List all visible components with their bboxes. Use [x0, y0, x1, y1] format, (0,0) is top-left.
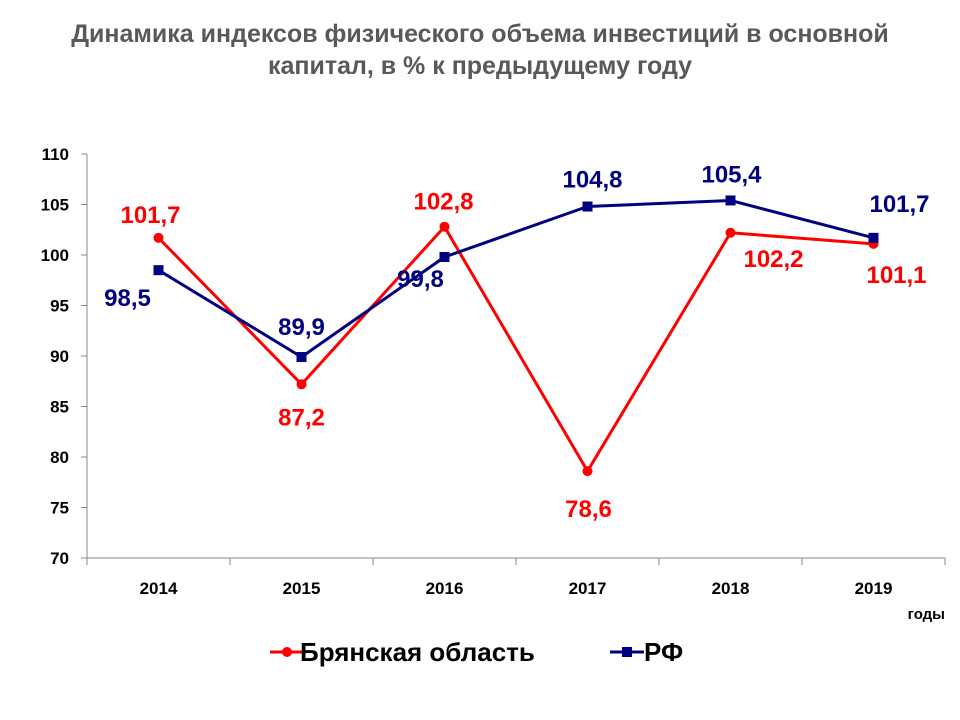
- data-label-bryansk: 101,7: [120, 202, 180, 229]
- legend[interactable]: Брянская область РФ: [270, 637, 683, 667]
- data-label-rf: 98,5: [104, 285, 151, 312]
- y-tick-label: 110: [42, 145, 69, 164]
- data-labels: 101,7 87,2 102,8 78,6 102,2 101,1 98,5 89,9 99,8…: [104, 161, 929, 523]
- x-tick-label: 2019: [855, 579, 893, 598]
- data-label-rf: 89,9: [278, 314, 325, 341]
- legend-swatch-rf-marker: [622, 647, 632, 657]
- y-tick-label: 95: [50, 297, 69, 316]
- point-rf: [582, 201, 593, 212]
- series-lines: [157, 198, 874, 473]
- point-bryansk: [582, 466, 593, 477]
- chart-title: Динамика индексов физического объема инв…: [0, 18, 960, 82]
- legend-label-rf: РФ: [644, 637, 683, 667]
- legend-label-bryansk: Брянская область: [300, 637, 535, 667]
- series-markers: [153, 195, 879, 477]
- y-tick-label: 70: [50, 549, 69, 568]
- x-axis-unit-label: годы: [908, 606, 945, 623]
- point-bryansk: [725, 227, 736, 238]
- y-tick-label: 85: [50, 398, 69, 417]
- x-tick-label: 2015: [283, 579, 321, 598]
- x-tick-label: 2014: [140, 579, 178, 598]
- data-label-rf: 101,7: [869, 191, 929, 218]
- data-label-bryansk: 78,6: [565, 496, 612, 523]
- point-rf: [296, 352, 307, 363]
- y-tick-label: 105: [41, 196, 69, 215]
- x-tick-label: 2017: [569, 579, 607, 598]
- chart-title-line-2: капитал, в % к предыдущему году: [267, 52, 693, 80]
- data-label-bryansk: 101,1: [866, 262, 926, 289]
- point-rf: [439, 252, 450, 263]
- data-label-rf: 105,4: [701, 161, 762, 188]
- point-rf: [868, 232, 879, 243]
- data-label-bryansk: 87,2: [278, 404, 325, 431]
- point-bryansk: [153, 232, 164, 243]
- point-bryansk: [439, 221, 450, 232]
- data-label-bryansk: 102,8: [413, 189, 473, 216]
- series-line-rf: [157, 198, 874, 359]
- y-tick-label: 80: [50, 448, 69, 467]
- point-bryansk: [296, 379, 307, 390]
- series-line-bryansk: [157, 225, 874, 473]
- y-tick-label: 75: [50, 499, 69, 518]
- point-rf: [725, 195, 736, 206]
- chart-axes: 70 75 80 85 90 95 100 105 110 2014 2015 2016 2017 201…: [41, 145, 946, 598]
- y-tick-label: 90: [50, 347, 69, 366]
- legend-item-bryansk[interactable]: Брянская область: [270, 637, 535, 667]
- point-rf: [153, 265, 164, 276]
- chart-title-line-1: Динамика индексов физического объема инв…: [71, 20, 889, 48]
- legend-item-rf[interactable]: РФ: [610, 637, 683, 667]
- x-tick-label: 2018: [712, 579, 750, 598]
- data-label-rf: 104,8: [562, 167, 622, 194]
- legend-swatch-bryansk-marker: [282, 647, 292, 657]
- data-label-bryansk: 102,2: [743, 246, 803, 273]
- x-tick-label: 2016: [426, 579, 464, 598]
- data-label-rf: 99,8: [397, 266, 444, 293]
- y-tick-label: 100: [41, 246, 69, 265]
